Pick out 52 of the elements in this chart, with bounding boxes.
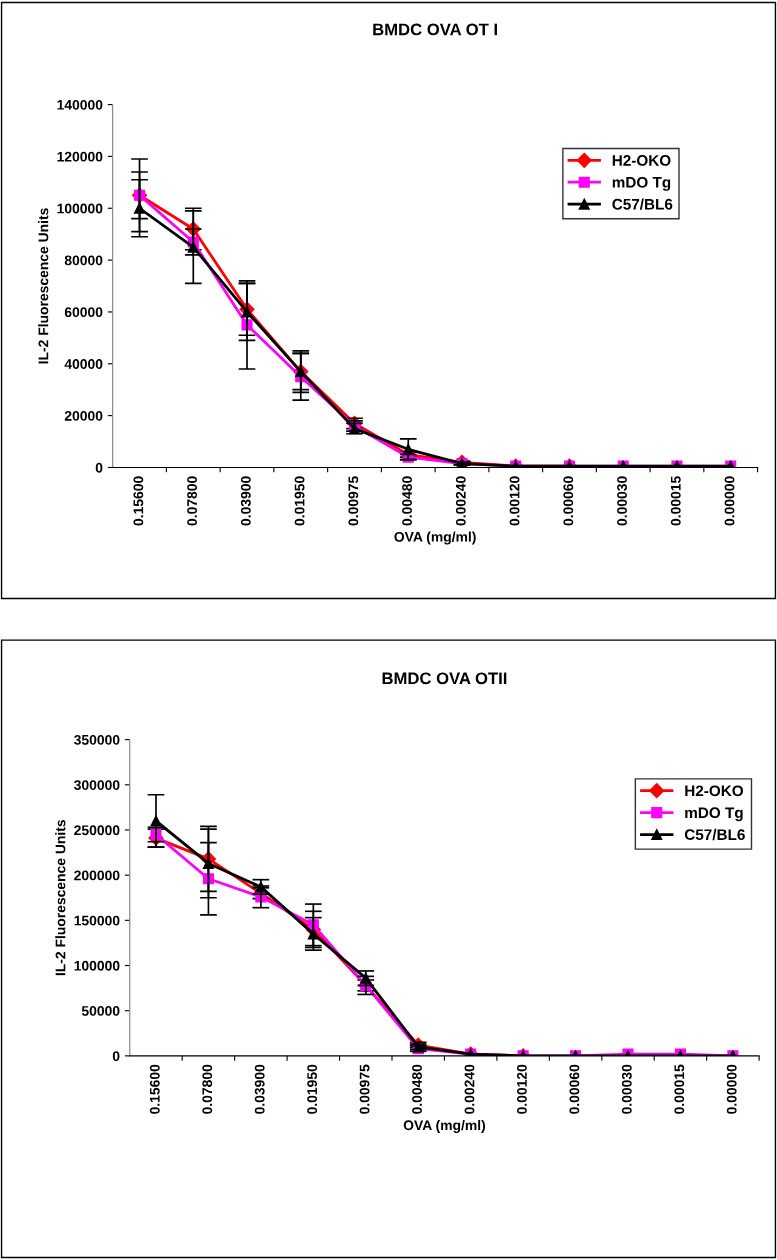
y-tick-label: 250000 [74, 825, 120, 836]
x-tick-label: 0.00015 [674, 1064, 685, 1114]
x-tick-label: 0.00030 [621, 1064, 632, 1114]
y-axis-title: IL-2 Fluorescence Units [38, 208, 49, 364]
x-tick-label: 0.01950 [307, 1064, 318, 1114]
x-tick-label: 0.00120 [509, 476, 520, 526]
x-tick-label: 0.15600 [149, 1064, 160, 1114]
chart-title: BMDC OVA OTII [382, 672, 507, 685]
chart-title: BMDC OVA OT I [373, 23, 497, 36]
y-tick-label: 60000 [64, 307, 103, 318]
x-tick-label: 0.00060 [563, 476, 574, 526]
x-axis-title: OVA (mg/ml) [403, 1119, 486, 1133]
x-tick-label: 0.00975 [348, 476, 359, 526]
y-tick-label: 100000 [57, 203, 103, 214]
x-tick-label: 0.00120 [517, 1064, 527, 1114]
x-tick-label: 0.00000 [724, 476, 735, 526]
x-tick-label: 0.03900 [240, 476, 251, 526]
y-tick-label: 80000 [64, 255, 103, 266]
x-tick-label: 0.15600 [133, 476, 144, 526]
x-tick-label: 0.01950 [294, 476, 305, 526]
y-tick-label: 40000 [64, 359, 103, 369]
y-tick-label: 150000 [74, 915, 120, 926]
y-axis-title: IL-2 Fluorescence Units [55, 819, 66, 976]
y-tick-label: 140000 [57, 99, 103, 110]
x-tick-label: 0.00480 [412, 1064, 422, 1114]
y-tick-label: 300000 [74, 780, 120, 790]
x-tick-label: 0.00015 [670, 476, 681, 526]
y-tick-label: 20000 [64, 410, 103, 421]
x-tick-label: 0.07800 [202, 1064, 213, 1114]
y-tick-label: 0 [112, 1051, 120, 1062]
y-tick-label: 350000 [74, 734, 120, 745]
x-tick-label: 0.00060 [569, 1064, 580, 1114]
x-tick-label: 0.00480 [402, 476, 412, 526]
y-tick-label: 50000 [81, 1006, 120, 1016]
x-tick-label: 0.00975 [359, 1064, 370, 1114]
x-tick-label: 0.00000 [726, 1064, 737, 1114]
x-tick-label: 0.07800 [187, 476, 198, 526]
y-tick-label: 120000 [57, 151, 103, 162]
legend-label: C57/BL6 [612, 198, 673, 210]
legend-label: H2-OKO [612, 155, 671, 166]
y-tick-label: 100000 [74, 960, 120, 971]
x-tick-label: 0.03900 [254, 1064, 265, 1114]
legend-label: C57/BL6 [684, 828, 745, 841]
x-tick-label: 0.00240 [464, 1064, 475, 1114]
y-tick-label: 200000 [74, 870, 120, 881]
x-tick-label: 0.00030 [617, 476, 627, 526]
x-tick-label: 0.00240 [455, 476, 466, 526]
y-tick-label: 0 [95, 462, 103, 473]
legend-label: mDO Tg [685, 807, 743, 822]
legend-label: H2-OKO [685, 785, 744, 797]
legend-label: mDO Tg [612, 176, 671, 191]
x-axis-title: OVA (mg/ml) [394, 531, 476, 545]
